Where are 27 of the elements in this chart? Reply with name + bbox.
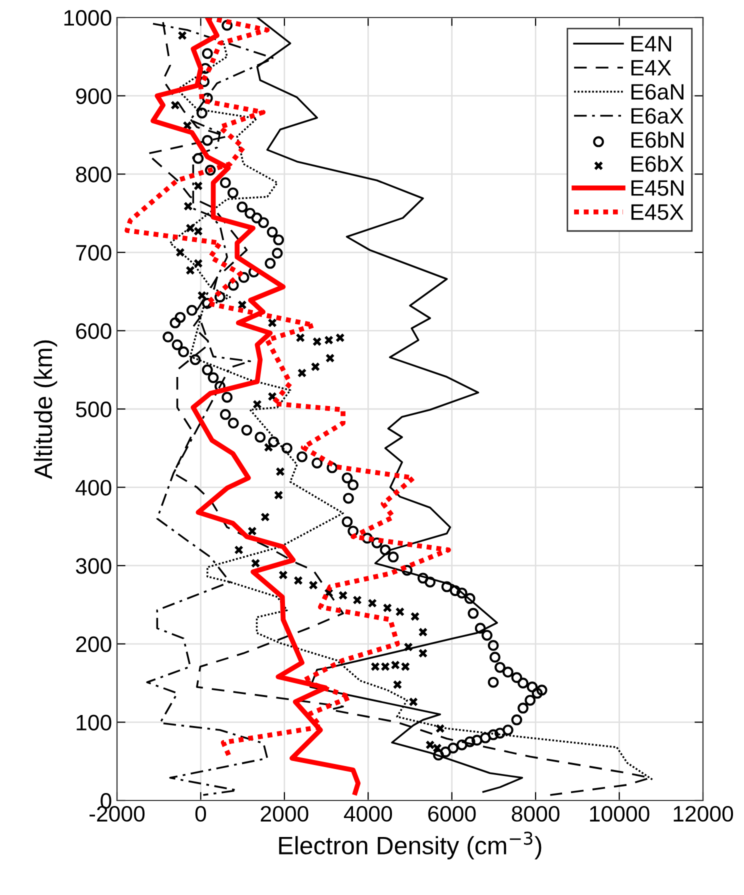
legend-label: E4N [631,36,672,52]
legend-label: E6bX [631,156,684,172]
legend-label: E4X [631,60,672,76]
x-tick-label: 8000 [512,806,560,822]
x-tick-label: 10000 [590,806,650,822]
y-tick-label: 500 [76,402,112,418]
x-tick-label: 0 [195,806,206,822]
y-tick-label: 700 [76,244,112,261]
y-tick-label: 1000 [64,10,112,26]
x-tick-label: 4000 [344,806,392,822]
y-tick-label: 200 [76,636,112,652]
legend-label: E45N [631,180,684,196]
y-tick-label: 600 [76,323,112,339]
y-tick-label: 100 [76,714,112,730]
x-tick-label: 2000 [260,806,308,822]
y-tick-label: 900 [76,88,112,104]
legend-label: E6bN [631,131,684,148]
legend-label: E6aX [631,108,684,124]
x-axis-title: Electron Density (cm$^{−3}$) [279,832,542,860]
y-tick-label: 400 [76,480,112,496]
x-tick-label: 12000 [674,806,734,822]
x-tick-label: 6000 [428,806,476,822]
y-axis-title: Altitude (km) [34,340,58,480]
y-tick-label: 800 [76,166,112,182]
legend-label: E6aN [631,84,684,100]
y-tick-label: 300 [76,558,112,574]
legend-label: E45X [631,204,684,220]
